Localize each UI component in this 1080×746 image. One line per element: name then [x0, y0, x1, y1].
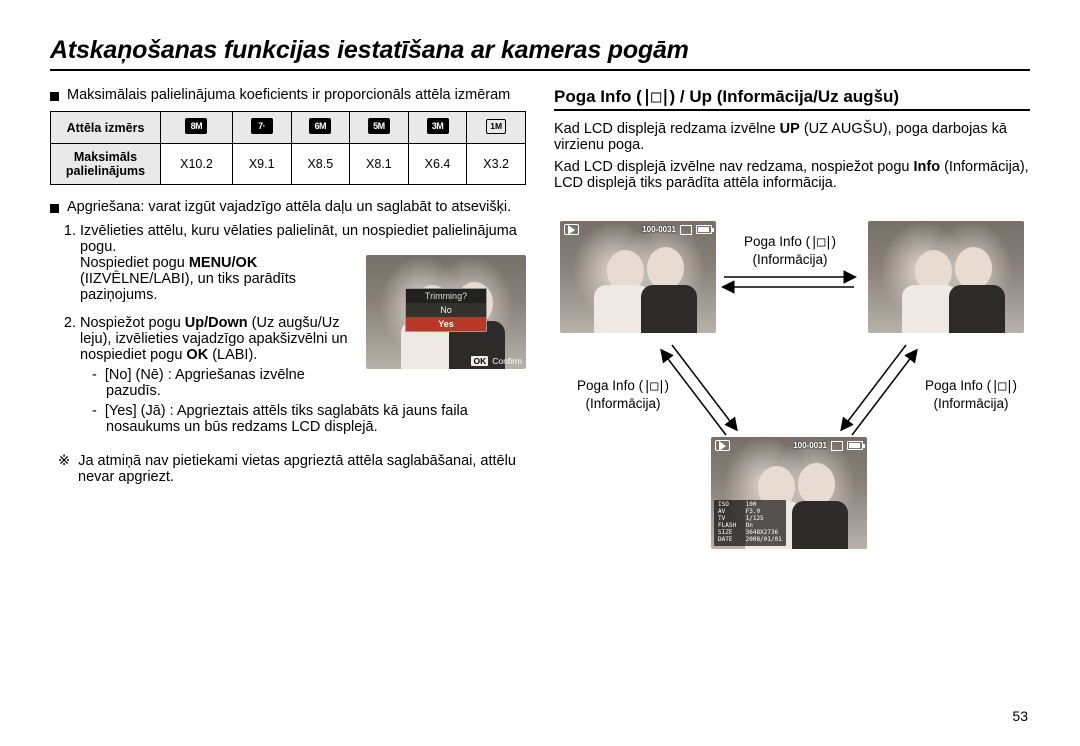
info-button-icon: |□| [642, 87, 670, 107]
paragraph-1: Kad LCD displejā redzama izvēlne UP (UZ … [554, 121, 1030, 153]
crop-steps: Izvēlieties attēlu, kuru vēlaties paliel… [50, 223, 526, 435]
size-chip-icon [368, 118, 390, 134]
dialog-option-yes: Yes [406, 317, 486, 331]
td: X6.4 [408, 144, 467, 185]
right-column: Poga Info (|□|) / Up (Informācija/Uz aug… [554, 87, 1030, 585]
th-chip [350, 112, 409, 144]
table-row: Maksimāls palielinājums X10.2 X9.1 X8.5 … [51, 144, 526, 185]
trimming-dialog: Trimming? No Yes [405, 288, 487, 332]
title-rule [50, 69, 1030, 71]
td: X8.1 [350, 144, 409, 185]
th-chip [408, 112, 467, 144]
dialog-option-no: No [406, 303, 486, 317]
size-chip-icon [185, 118, 207, 134]
card-icon [680, 225, 692, 235]
left-column: Maksimālais palielinājuma koeficients ir… [50, 87, 526, 585]
section-heading: Poga Info (|□|) / Up (Informācija/Uz aug… [554, 87, 1030, 107]
heading-rule [554, 109, 1030, 111]
confirm-label: Confirm [492, 356, 522, 366]
ok-badge-icon: OK [471, 356, 488, 366]
td: X8.5 [291, 144, 350, 185]
diagram-label-top: Poga Info (|□|) (Informācija) [740, 233, 840, 269]
bullet-maxzoom-text: Maksimālais palielinājuma koeficients ir… [67, 87, 510, 103]
card-icon [831, 441, 843, 451]
square-bullet-icon [50, 92, 59, 101]
info-button-icon: |□| [991, 377, 1012, 395]
page-number: 53 [1012, 708, 1028, 724]
screenshot-bottom-bar: OK Confirm [471, 353, 522, 369]
th-image-size: Attēla izmērs [51, 112, 161, 144]
sub-yes: - [Yes] (Jā) : Apgrieztais attēls tiks s… [80, 403, 526, 435]
bullet-crop-text: Apgriešana: varat izgūt vajadzīgo attēla… [67, 199, 511, 215]
td: X3.2 [467, 144, 526, 185]
info-button-icon: |□| [810, 233, 831, 251]
dialog-title: Trimming? [406, 289, 486, 303]
diagram-label-left: Poga Info (|□|) (Informācija) [568, 377, 678, 413]
square-bullet-icon [50, 204, 59, 213]
bullet-maxzoom: Maksimālais palielinājuma koeficients ir… [50, 87, 526, 103]
battery-icon [847, 441, 863, 450]
bullet-crop: Apgriešana: varat izgūt vajadzīgo attēla… [50, 199, 526, 215]
th-max-zoom: Maksimāls palielinājums [51, 144, 161, 185]
osd-counter: 100-0031 [642, 225, 676, 234]
size-chip-outline-icon [486, 119, 506, 134]
page-title: Atskaņošanas funkcijas iestatīšana ar ka… [50, 36, 1030, 65]
info-button-diagram: 100-0031 [554, 215, 1030, 585]
th-chip [232, 112, 291, 144]
td: X9.1 [232, 144, 291, 185]
info-button-icon: |□| [643, 377, 664, 395]
step1-line2: Nospiediet pogu MENU/OK (IIZVĒLNE/LABI),… [80, 255, 356, 303]
step1-line1: Izvēlieties attēlu, kuru vēlaties paliel… [80, 223, 526, 255]
osd-counter: 100-0031 [793, 441, 827, 450]
td: X10.2 [161, 144, 233, 185]
th-chip [467, 112, 526, 144]
zoom-table: Attēla izmērs Maksimāls palielinājums X1… [50, 111, 526, 185]
trimming-screenshot: Trimming? No Yes OK Confirm [366, 255, 526, 369]
table-row: Attēla izmērs [51, 112, 526, 144]
playback-icon [715, 440, 730, 451]
size-chip-icon [251, 118, 273, 134]
diagram-shot-top-left: 100-0031 [560, 221, 716, 333]
size-chip-icon [427, 118, 449, 134]
memory-note: ※ Ja atmiņā nav pietiekami vietas apgrie… [50, 453, 526, 485]
playback-icon [564, 224, 579, 235]
size-chip-icon [309, 118, 331, 134]
exif-info-panel: ISO 100AV F3.0TV 1/125FLASH OnSIZE 3648X… [714, 500, 786, 545]
diagram-label-right: Poga Info (|□|) (Informācija) [916, 377, 1026, 413]
th-chip [161, 112, 233, 144]
sub-no: - [No] (Nē) : Apgriešanas izvēlne pazudī… [80, 367, 356, 399]
diagram-shot-top-right [868, 221, 1024, 333]
th-chip [291, 112, 350, 144]
paragraph-2: Kad LCD displejā izvēlne nav redzama, no… [554, 159, 1030, 191]
battery-icon [696, 225, 712, 234]
diagram-shot-bottom: 100-0031 ISO 100AV F3.0TV 1/125FLASH OnS… [711, 437, 867, 549]
